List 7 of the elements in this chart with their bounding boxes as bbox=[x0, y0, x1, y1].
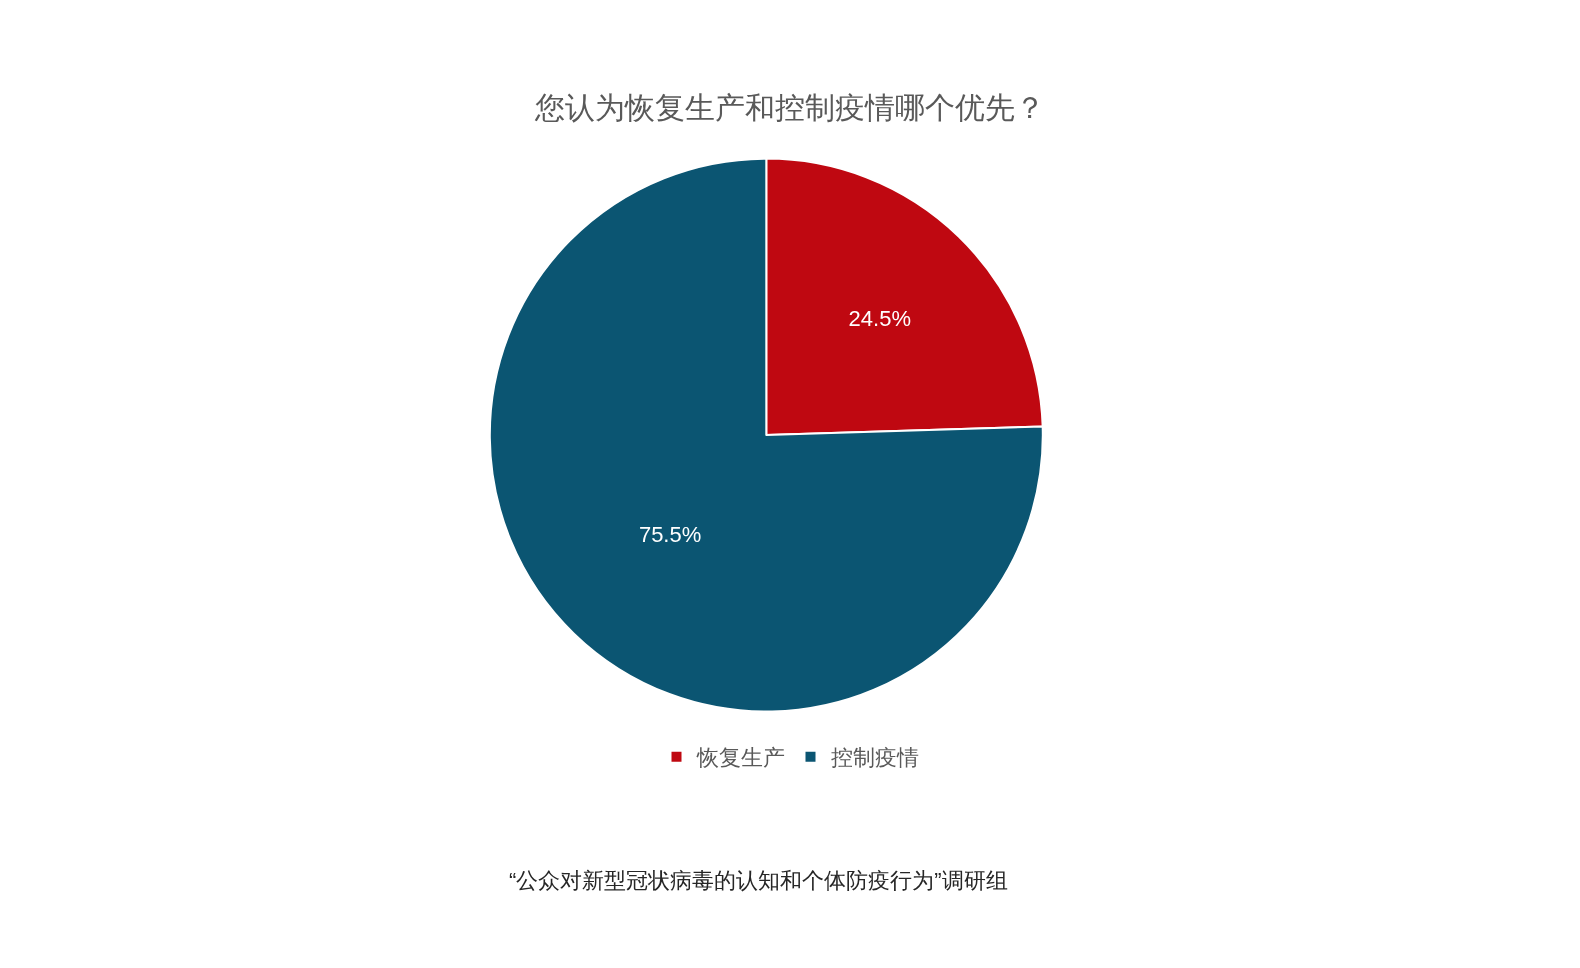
text: “公众对新型冠状病毒的认知和个体防疫行为”调研组 bbox=[509, 868, 1008, 893]
legend-label: 恢复生产 bbox=[695, 745, 785, 771]
data-label: 24.5% bbox=[848, 305, 911, 331]
legend-label: 控制疫情 bbox=[830, 745, 919, 771]
chart-title: 您认为恢复生产和控制疫情哪个优先？ bbox=[534, 90, 1045, 124]
data-label: 75.5% bbox=[638, 521, 702, 547]
pie-slice bbox=[488, 157, 1044, 713]
